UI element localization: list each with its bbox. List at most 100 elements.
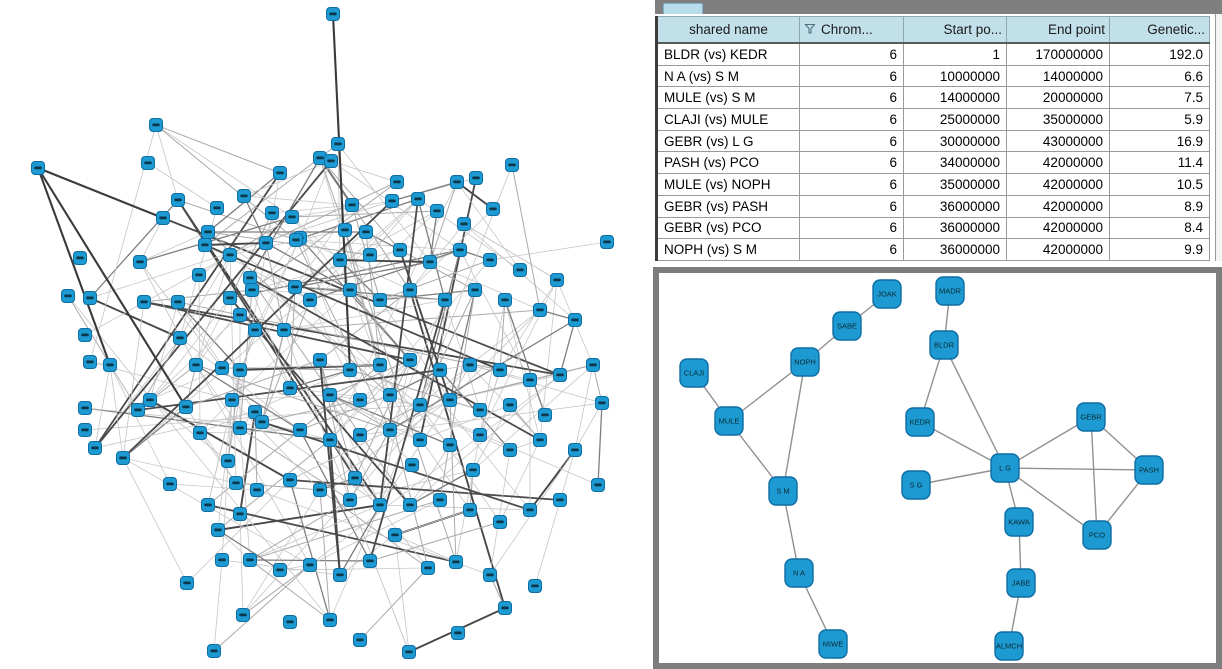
cell-shared-name[interactable]: NOPH (vs) S M [656,238,800,261]
network-node[interactable] [288,280,302,294]
network-node[interactable] [353,428,367,442]
network-node[interactable] [373,358,387,372]
cell-value[interactable]: 43000000 [1006,129,1110,153]
cell-value[interactable]: 36000000 [903,216,1007,240]
cell-value[interactable]: 6 [799,86,904,110]
network-node[interactable] [229,476,243,490]
cell-value[interactable]: 11.4 [1109,151,1210,175]
table-row[interactable]: GEBR (vs) PCO 6 36000000 42000000 8.4 [656,216,1210,240]
network-node[interactable] [143,393,157,407]
network-node[interactable] [236,608,250,622]
cell-value[interactable]: 6 [799,42,904,66]
table-row[interactable]: NOPH (vs) S M 6 36000000 42000000 9.9 [656,238,1210,261]
network-node[interactable] [193,426,207,440]
network-node[interactable] [423,255,437,269]
network-node[interactable] [402,645,416,659]
network-node-madr[interactable]: MADR [935,276,965,306]
cell-value[interactable]: 14000000 [903,86,1007,110]
network-node[interactable] [313,353,327,367]
network-node[interactable] [31,161,45,175]
table-row[interactable]: N A (vs) S M 6 10000000 14000000 6.6 [656,64,1210,88]
cell-value[interactable]: 42000000 [1006,151,1110,175]
network-node[interactable] [457,217,471,231]
cell-value[interactable]: 6.6 [1109,64,1210,88]
network-node[interactable] [245,283,259,297]
network-node[interactable] [450,175,464,189]
cell-shared-name[interactable]: BLDR (vs) KEDR [656,42,800,66]
cell-value[interactable]: 25000000 [903,108,1007,131]
column-header-2[interactable]: Start po... [903,16,1007,44]
table-row[interactable]: GEBR (vs) L G 6 30000000 43000000 16.9 [656,129,1210,153]
network-node[interactable] [221,454,235,468]
cell-value[interactable]: 20000000 [1006,86,1110,110]
network-node[interactable] [533,303,547,317]
cell-value[interactable]: 16.9 [1109,129,1210,153]
network-node[interactable] [83,291,97,305]
network-node[interactable] [237,189,251,203]
network-node[interactable] [345,198,359,212]
table-row[interactable]: GEBR (vs) PASH 6 36000000 42000000 8.9 [656,194,1210,218]
cell-shared-name[interactable]: GEBR (vs) PASH [656,194,800,218]
network-node[interactable] [116,451,130,465]
network-node-mule[interactable]: MULE [714,406,744,436]
network-node-almch[interactable]: ALMCH [994,631,1024,661]
network-node[interactable] [88,441,102,455]
network-node[interactable] [343,363,357,377]
cell-value[interactable]: 170000000 [1006,42,1110,66]
network-node[interactable] [103,358,117,372]
network-node[interactable] [323,613,337,627]
network-node[interactable] [373,498,387,512]
cell-value[interactable]: 192.0 [1109,42,1210,66]
network-node[interactable] [443,393,457,407]
cell-value[interactable]: 35000000 [1006,108,1110,131]
network-node[interactable] [595,396,609,410]
network-node-miwe[interactable]: MIWE [818,629,848,659]
network-node[interactable] [523,503,537,517]
network-node[interactable] [78,328,92,342]
network-node[interactable] [413,433,427,447]
cell-shared-name[interactable]: GEBR (vs) PCO [656,216,800,240]
network-node[interactable] [486,202,500,216]
network-node[interactable] [528,579,542,593]
network-node[interactable] [353,393,367,407]
network-node[interactable] [201,225,215,239]
network-edge[interactable] [915,467,1006,486]
network-node[interactable] [215,553,229,567]
column-header-4[interactable]: Genetic... [1109,16,1210,44]
network-node-kawa[interactable]: KAWA [1004,507,1034,537]
network-node[interactable] [498,293,512,307]
network-node[interactable] [273,166,287,180]
filter-funnel-icon[interactable] [804,23,816,35]
network-node[interactable] [383,423,397,437]
table-tab[interactable] [663,3,703,14]
network-node[interactable] [568,313,582,327]
network-node[interactable] [324,154,338,168]
network-node[interactable] [61,289,75,303]
network-node[interactable] [550,273,564,287]
network-node[interactable] [430,204,444,218]
network-node[interactable] [451,626,465,640]
network-node[interactable] [243,553,257,567]
network-node[interactable] [333,253,347,267]
cell-value[interactable]: 8.4 [1109,216,1210,240]
network-node[interactable] [591,478,605,492]
cell-value[interactable]: 6 [799,216,904,240]
cell-value[interactable]: 6 [799,194,904,218]
network-node[interactable] [233,308,247,322]
network-node[interactable] [568,443,582,457]
cell-shared-name[interactable]: N A (vs) S M [656,64,800,88]
network-node[interactable] [189,358,203,372]
network-node[interactable] [331,137,345,151]
network-node[interactable] [453,243,467,257]
network-node[interactable] [207,644,221,658]
cell-value[interactable]: 35000000 [903,173,1007,196]
network-node-kedr[interactable]: KEDR [905,407,935,437]
network-node[interactable] [433,363,447,377]
network-node[interactable] [173,331,187,345]
network-node-noph[interactable]: NOPH [790,347,820,377]
cell-shared-name[interactable]: GEBR (vs) L G [656,129,800,153]
network-node-pash[interactable]: PASH [1134,455,1164,485]
network-node[interactable] [156,211,170,225]
overview-network-canvas[interactable] [0,0,655,669]
network-node[interactable] [433,493,447,507]
